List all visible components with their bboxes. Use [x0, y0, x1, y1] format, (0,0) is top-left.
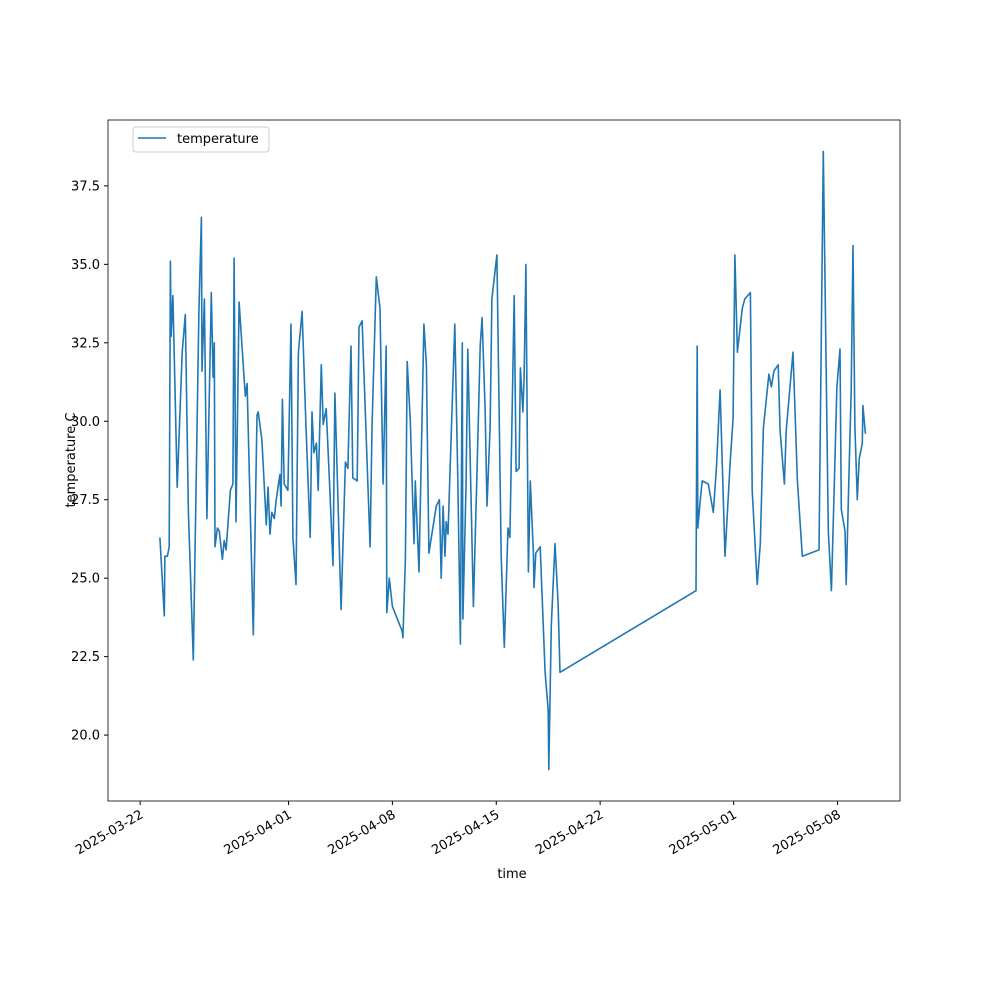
y-tick-label: 25.0	[71, 572, 100, 587]
x-tick-label: 2025-04-08	[325, 807, 398, 858]
x-tick-label: 2025-04-01	[222, 807, 295, 858]
x-tick-label: 2025-03-22	[73, 807, 146, 858]
line	[159, 150, 867, 771]
legend-label: temperature	[177, 132, 259, 147]
plot-frame	[107, 119, 901, 802]
y-tick-label: 37.5	[71, 179, 100, 194]
x-tick-label: 2025-04-22	[533, 807, 606, 858]
x-tick-label: 2025-05-01	[667, 807, 740, 858]
x-tick-label: 2025-05-08	[771, 807, 844, 858]
y-tick-label: 22.5	[71, 650, 100, 665]
y-tick-label: 30.0	[71, 415, 100, 430]
legend-box	[132, 126, 270, 153]
y-tick-label: 20.0	[71, 729, 100, 744]
y-tick-label: 27.5	[71, 493, 100, 508]
x-tick-label: 2025-04-15	[429, 807, 502, 858]
x-axis-label: time	[497, 867, 526, 882]
y-axis-label: temperature C	[64, 413, 79, 508]
y-tick-label: 35.0	[71, 258, 100, 273]
y-tick-label: 32.5	[71, 336, 100, 351]
